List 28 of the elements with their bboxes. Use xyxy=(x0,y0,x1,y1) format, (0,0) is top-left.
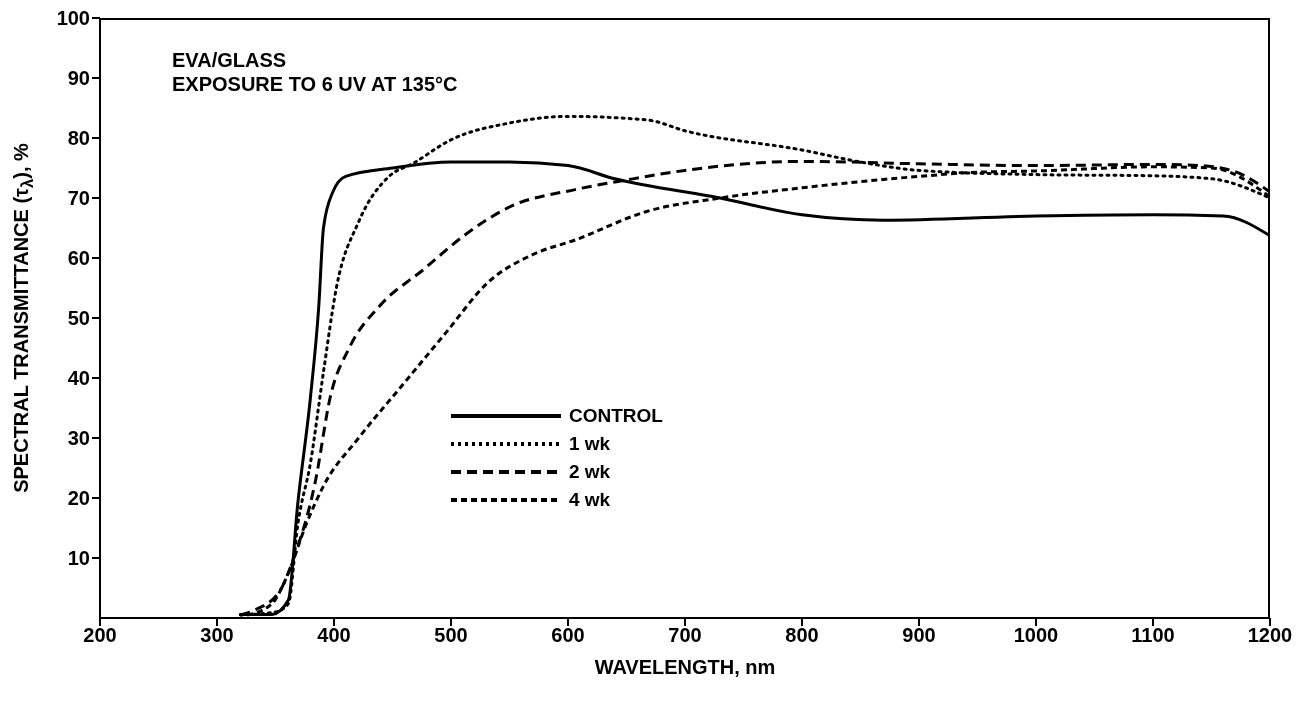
text: EVA/GLASS xyxy=(172,48,288,72)
x-tick-label: 200 xyxy=(83,624,117,647)
x-tick-label: 800 xyxy=(785,624,819,647)
x-tick-label: 1200 xyxy=(1247,624,1293,647)
y-tick-label: 80 xyxy=(67,127,90,150)
legend-label: CONTROL xyxy=(569,405,663,427)
legend-label: 1 wk xyxy=(569,433,611,455)
x-tick-label: 1100 xyxy=(1131,624,1175,647)
x-tick-label: 1000 xyxy=(1013,624,1059,647)
x-axis-title: WAVELENGTH, nm xyxy=(593,656,777,679)
x-tick-label: 900 xyxy=(902,624,936,647)
y-tick-label: 100 xyxy=(56,7,90,30)
x-tick-label: 300 xyxy=(200,624,234,647)
x-tick-label: 500 xyxy=(434,624,468,647)
y-tick-label: 60 xyxy=(67,247,90,270)
y-tick-label: 10 xyxy=(67,547,90,570)
text: EXPOSURE TO 6 UV AT 135°C xyxy=(172,72,458,96)
legend-label: 4 wk xyxy=(569,489,611,511)
y-tick-label: 90 xyxy=(67,67,90,90)
legend-label: 2 wk xyxy=(569,461,611,483)
y-tick-label: 50 xyxy=(67,307,90,330)
y-tick-label: 70 xyxy=(67,187,90,210)
y-tick-label: 40 xyxy=(67,367,90,390)
y-tick-label: 20 xyxy=(67,487,90,510)
y-tick-label: 30 xyxy=(67,427,90,450)
x-tick-label: 700 xyxy=(668,624,702,647)
x-tick-label: 400 xyxy=(317,624,351,647)
x-tick-label: 600 xyxy=(551,624,585,647)
